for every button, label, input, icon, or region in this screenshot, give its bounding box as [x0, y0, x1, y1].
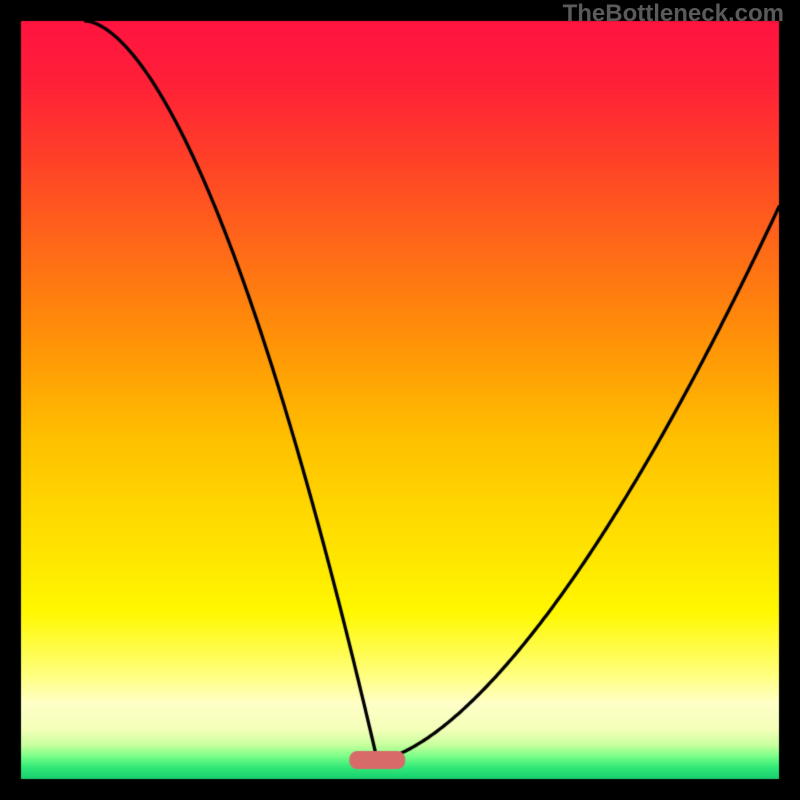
- bottleneck-chart: [0, 0, 800, 800]
- watermark-text: TheBottleneck.com: [563, 0, 784, 28]
